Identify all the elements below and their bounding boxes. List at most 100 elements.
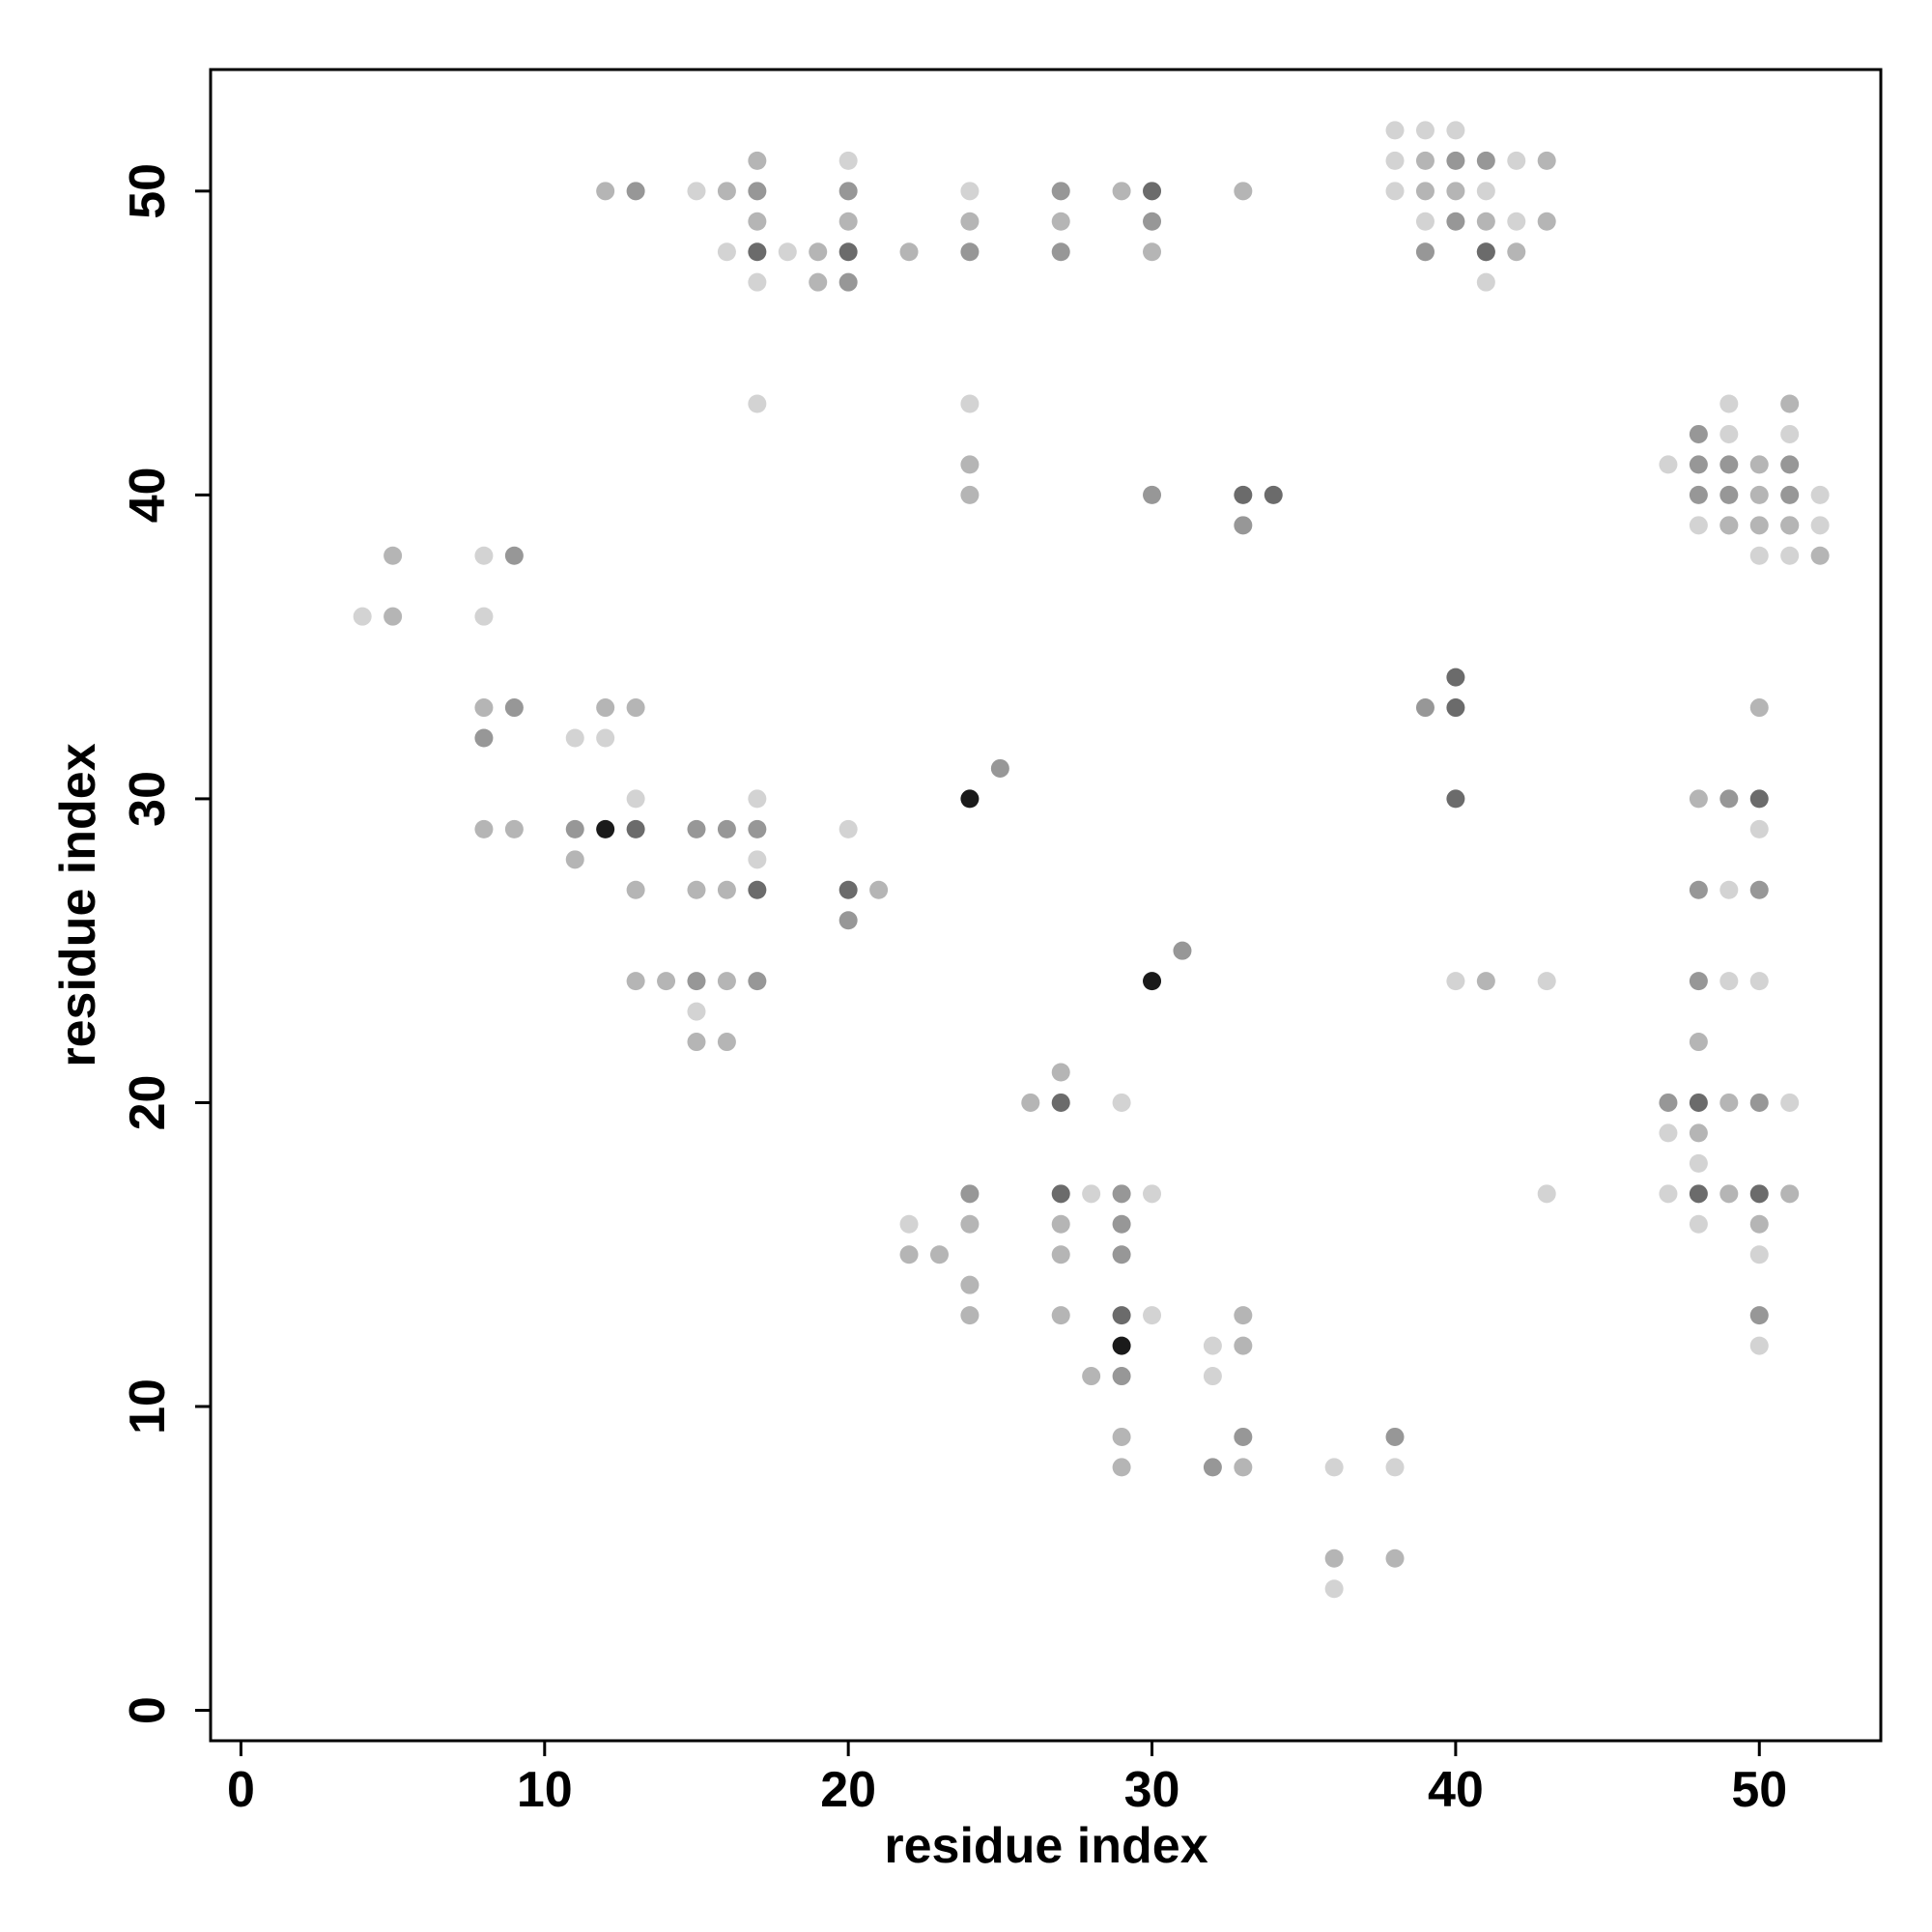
point [1780,455,1800,474]
point [1537,972,1556,991]
point [1689,1214,1708,1234]
point [474,607,494,626]
point [626,698,645,718]
point [960,1184,980,1204]
point [1749,789,1769,809]
point [1780,516,1800,535]
point [1749,455,1769,474]
point [353,607,372,626]
point [717,819,736,838]
point [1446,668,1465,687]
point [717,880,736,899]
point [1780,1184,1800,1204]
point [1659,455,1678,474]
point [1749,546,1769,565]
point [1446,121,1465,140]
point [1051,242,1070,262]
point [474,819,494,838]
point [474,728,494,748]
point [1415,698,1435,718]
point [687,819,706,838]
point [1476,972,1495,991]
y-tick-label: 10 [120,1378,176,1435]
point [626,972,645,991]
point [1537,212,1556,231]
point [1749,485,1769,504]
point [748,972,767,991]
point [960,182,980,201]
point [717,182,736,201]
point [748,819,767,838]
point [717,242,736,262]
point [748,242,767,262]
point [1719,1093,1739,1112]
point [1689,516,1708,535]
point [1143,182,1162,201]
point [1446,151,1465,170]
point [474,546,494,565]
point [565,850,584,869]
point [1537,1184,1556,1204]
point [504,819,524,838]
point [1234,1306,1253,1325]
point [960,455,980,474]
point [1415,212,1435,231]
point [1143,1306,1162,1325]
point [1234,485,1253,504]
point [1719,1184,1739,1204]
y-tick-label: 20 [120,1075,176,1131]
point [1203,1336,1222,1355]
point [899,242,919,262]
point [1446,182,1465,201]
point [1051,182,1070,201]
point [1415,151,1435,170]
point [1112,1427,1131,1446]
point [1203,1458,1222,1477]
point [1537,151,1556,170]
point [1719,394,1739,413]
point [1446,789,1465,809]
point [838,819,858,838]
point [1234,182,1253,201]
point [1385,1458,1405,1477]
point [1112,1245,1131,1264]
point [748,394,767,413]
point [1719,880,1739,899]
point [809,242,828,262]
point [1173,941,1192,960]
point [1749,819,1769,838]
point [1234,1427,1253,1446]
point [1719,455,1739,474]
point [626,819,645,838]
point [1112,1184,1131,1204]
point [899,1214,919,1234]
point [1082,1184,1101,1204]
point [838,182,858,201]
point [1719,424,1739,443]
point [809,272,828,292]
point [1749,698,1769,718]
point [1415,182,1435,201]
point [1507,242,1526,262]
point [960,1214,980,1234]
point [384,546,403,565]
point [1749,1336,1769,1355]
point [1143,972,1162,991]
point [1051,1093,1070,1112]
point [960,485,980,504]
point [1385,151,1405,170]
point [1810,546,1830,565]
point [626,182,645,201]
point [504,546,524,565]
point [1324,1458,1344,1477]
point [960,1275,980,1294]
point [474,698,494,718]
point [1689,424,1708,443]
x-tick-label: 0 [227,1762,255,1818]
point [1476,182,1495,201]
point [1112,182,1131,201]
point [1689,1093,1708,1112]
point [1143,1184,1162,1204]
point [657,972,676,991]
